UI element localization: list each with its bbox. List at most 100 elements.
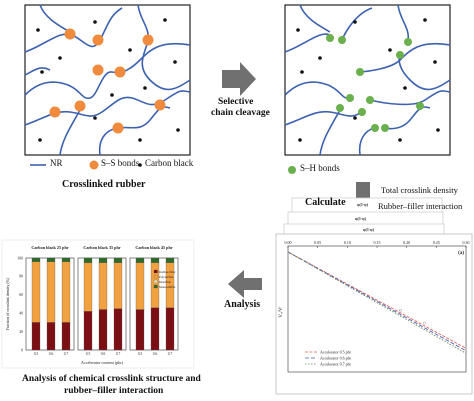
y-tick-label: 60 (19, 293, 23, 297)
bar-legend-label: Rubber-filler (159, 270, 177, 274)
polysulfide-bar (135, 262, 145, 310)
data-point (423, 321, 426, 325)
y-tick-label: 20 (19, 330, 23, 334)
polysulfide-bar (46, 261, 56, 323)
monosulfide-bar (113, 308, 123, 351)
bar-legend-swatch (153, 269, 158, 274)
bar-legend-swatch (153, 284, 158, 289)
y-axis-label: Vₒ/Vʳ (279, 306, 284, 318)
x-tick-label: 0.20 (403, 240, 410, 245)
bottom-caption-line1: Analysis of chemical crosslink structure… (22, 374, 201, 384)
x-tick-label: 0.6 (49, 352, 54, 356)
x-axis-label: Accelerator content (phr) (81, 360, 124, 365)
bar-legend-label: Monosulfide (159, 285, 176, 289)
line-legend-label: Accelerator 0.6 phr (320, 356, 352, 361)
data-point (357, 289, 361, 293)
polysulfide-bar (31, 261, 41, 323)
rubber-filler-bar (61, 257, 71, 262)
bar-chart-frame (1, 239, 195, 369)
monosulfide-bar (61, 322, 71, 351)
selective-cleavage-arrow (222, 62, 256, 96)
line-legend-label: Accelerator 0.7 phr (320, 362, 352, 367)
y-tick-label: 80 (19, 275, 23, 279)
x-tick-label: 0.5 (86, 352, 91, 356)
swelling-line-chart: 0.00 0.05 0.10 0.15 0.20 0.25 0.30 (a) Vₒ/Vʳ Acce… (275, 233, 473, 395)
stack-sheet-label: φ(1-φ) (357, 202, 369, 207)
stack-sheet-label: φ(1-φ) (363, 227, 375, 232)
carbon-black-particles (36, 18, 180, 142)
rubber-filler-bar (98, 257, 108, 263)
ss-legend-label: S–S bonds (101, 158, 140, 168)
calculate-label: Calculate (305, 197, 346, 208)
bottom-caption-line2: rubber–filler interaction (64, 386, 164, 396)
x-tick-label: 0.5 (34, 352, 39, 356)
selective-label: Selective (218, 97, 254, 107)
carbon-black-particles-right (296, 18, 440, 142)
group-title: Carbon black 45 phr (135, 245, 172, 250)
monosulfide-bar (165, 307, 175, 351)
chain-cleavage-label: chain cleavage (211, 108, 270, 118)
bar-legend-label: Disulfide (159, 280, 171, 284)
sh-legend-marker (288, 166, 296, 174)
y-tick-label: 100 (17, 256, 23, 260)
data-point (399, 308, 403, 312)
monosulfide-bar (98, 309, 108, 351)
y-tick-label: 0 (21, 348, 23, 352)
rubber-filler-bar (135, 257, 145, 263)
crosslinked-rubber-panel (24, 4, 191, 156)
x-tick-label: 0.25 (433, 240, 440, 245)
total-crosslink-note: Total crosslink density (381, 185, 458, 195)
rubber-filler-bar (165, 257, 175, 263)
rubber-filler-bar (113, 257, 123, 263)
cb-legend-label: Carbon black (145, 158, 194, 168)
crosslinked-rubber-caption: Crosslinked rubber (62, 179, 146, 190)
polysulfide-bar (83, 262, 93, 312)
rubber-filler-bar (46, 257, 56, 262)
rubber-filler-bar (31, 257, 41, 262)
x-tick-label: 0.7 (116, 352, 121, 356)
bar-legend-swatch (153, 279, 158, 284)
x-tick-label: 0.7 (168, 352, 173, 356)
bar-legend-swatch (153, 274, 158, 279)
monosulfide-bar (83, 311, 93, 351)
x-tick-label: 0.6 (153, 352, 158, 356)
cleaved-rubber-panel (284, 4, 451, 156)
polysulfide-bar (98, 262, 108, 310)
ss-legend-marker (89, 160, 99, 170)
x-tick-label: 0.5 (138, 352, 143, 356)
group-title: Carbon black 25 phr (31, 245, 68, 250)
rubber-filler-note: Rubber–filler interaction (378, 201, 463, 211)
panel-label: (a) (458, 251, 464, 256)
monosulfide-bar (150, 307, 160, 351)
x-tick-label: 0.7 (64, 352, 69, 356)
top-left-legend (30, 160, 142, 170)
stack-sheet-label: φ(1-φ) (355, 216, 367, 221)
x-tick-label: 0.30 (463, 240, 470, 245)
bar-legend-label: Polysulfide (159, 275, 174, 279)
analysis-arrow (228, 270, 262, 298)
polysulfide-bar (113, 262, 123, 309)
monosulfide-bar (46, 322, 56, 351)
analysis-label: Analysis (224, 299, 261, 310)
monosulfide-bar (135, 309, 145, 351)
ss-bonds (49, 28, 166, 134)
crosslink-bar-chart: Carbon black 25 phr Carbon black 35 phr Ca… (1, 239, 195, 369)
x-tick-label: 0.10 (344, 240, 351, 245)
y-tick-label: 40 (19, 312, 23, 316)
polysulfide-bar (61, 261, 71, 323)
nr-legend-label: NR (50, 158, 63, 168)
line-legend-label: Accelerator 0.5 phr (320, 350, 352, 355)
y-axis-label: Fraction of crosslink density (%) (5, 277, 10, 330)
series-line (287, 251, 467, 354)
monosulfide-bar (31, 322, 41, 351)
sh-bonds (326, 34, 424, 132)
rubber-filler-bar (83, 257, 93, 263)
x-tick-label: 0.6 (101, 352, 106, 356)
x-tick-label: 0.15 (374, 240, 381, 245)
cb-legend-marker (138, 163, 142, 167)
x-tick-label: 0.00 (285, 240, 292, 245)
rubber-filler-bar (150, 257, 160, 263)
group-title: Carbon black 35 phr (83, 245, 120, 250)
sh-legend-label: S–H bonds (300, 163, 340, 173)
